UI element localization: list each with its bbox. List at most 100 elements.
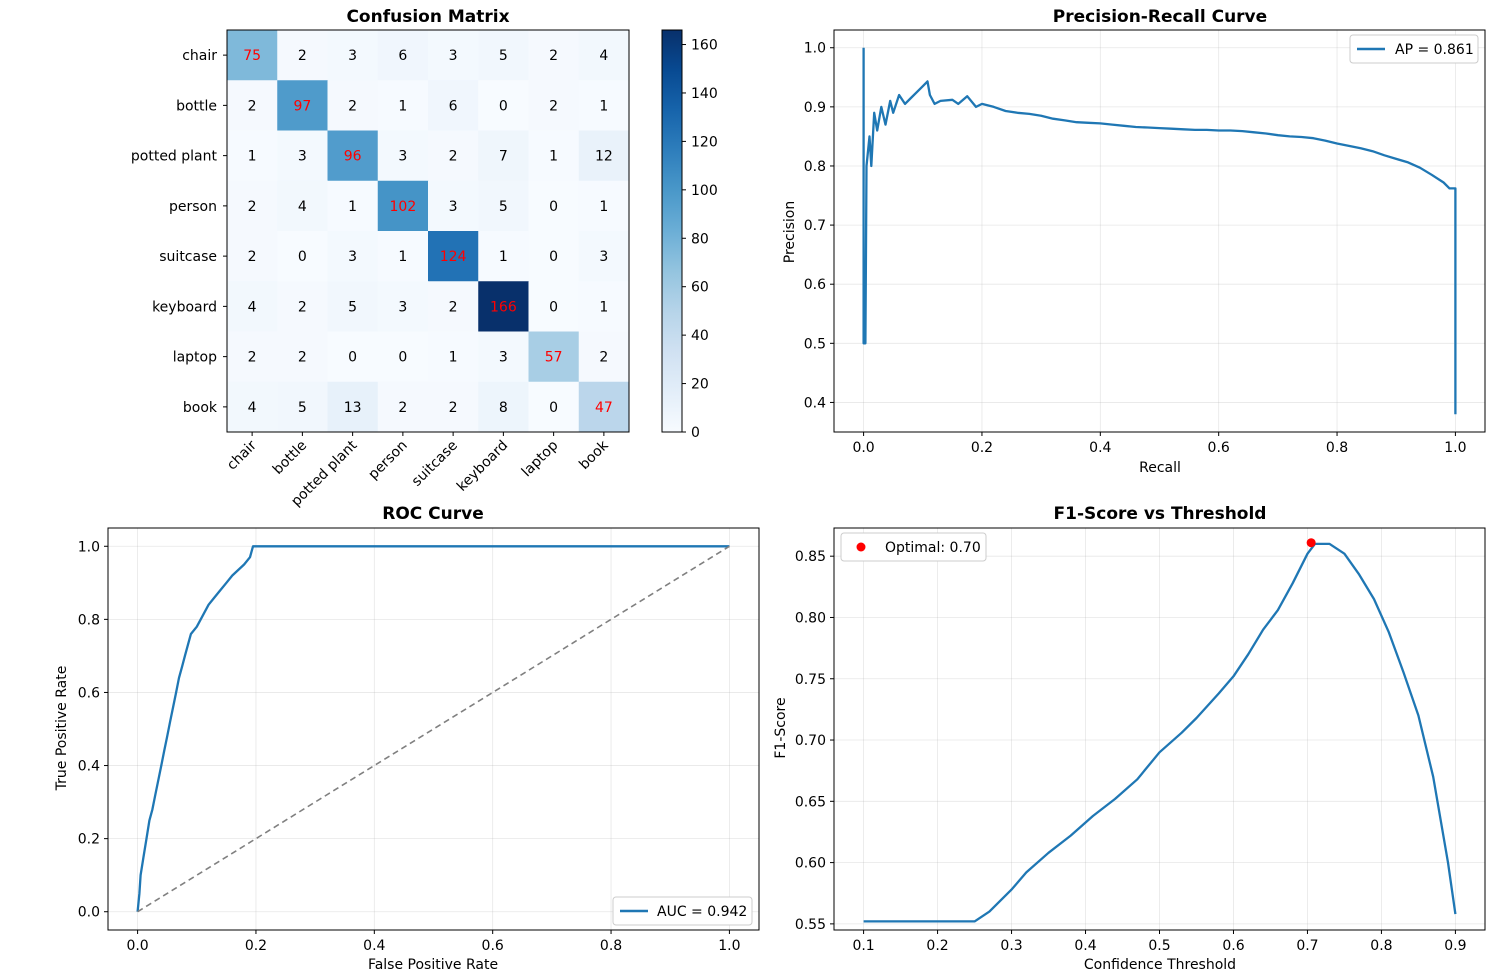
roc-series-line (136, 545, 730, 912)
matrix-cell-value: 7 (499, 149, 508, 165)
roc-x-axis-label: False Positive Rate (368, 957, 498, 973)
matrix-cell (528, 231, 580, 282)
x-tick-label: bottle (270, 438, 310, 478)
matrix-cell (478, 130, 529, 182)
colorbar-tick-label: 0 (691, 425, 700, 441)
f1-x-tick-label: 0.9 (1444, 938, 1466, 954)
pr-x-tick-label: 0.6 (1208, 440, 1230, 456)
x-tick-label: suitcase (409, 438, 461, 490)
matrix-cell (327, 130, 379, 182)
matrix-cell (227, 180, 278, 232)
matrix-cell (277, 231, 328, 282)
matrix-cell-value: 0 (298, 249, 307, 265)
matrix-cell (478, 281, 529, 332)
matrix-cell (528, 130, 580, 182)
pr-legend-label: AP = 0.861 (1395, 42, 1474, 58)
matrix-cell-value: 0 (549, 299, 558, 315)
y-tick-label: laptop (173, 350, 217, 366)
matrix-cell-value: 2 (248, 98, 257, 114)
f1-legend: Optimal: 0.70 (840, 532, 987, 562)
f1-x-tick-label: 0.3 (1000, 938, 1022, 954)
matrix-cell-value: 12 (595, 149, 613, 165)
matrix-cell-value: 4 (248, 400, 257, 416)
matrix-cell (277, 381, 328, 433)
matrix-cell-value: 5 (298, 400, 307, 416)
matrix-cell-value: 2 (348, 98, 357, 114)
matrix-cell (578, 130, 630, 182)
f1-y-tick-label: 0.85 (795, 549, 826, 565)
matrix-cell-value: 1 (549, 149, 558, 165)
f1-axes-frame (833, 527, 1486, 931)
matrix-cell-value: 1 (398, 249, 407, 265)
f1-legend-label: Optimal: 0.70 (885, 540, 981, 556)
matrix-cell (377, 180, 429, 232)
matrix-cell (277, 281, 328, 332)
confusion-matrix-panel: Confusion Matrix 75 2 3 6 3 5 2 42 97 2 1 6 0 2 11 3 96 3… (131, 7, 718, 510)
f1-x-tick-label: 0.4 (1074, 938, 1096, 954)
matrix-cell-value: 2 (248, 249, 257, 265)
matrix-cell-value: 2 (298, 48, 307, 64)
matrix-cell (327, 231, 379, 282)
pr-legend: AP = 0.861 (1349, 34, 1479, 64)
x-tick-label: person (365, 438, 410, 483)
matrix-cell (478, 231, 529, 282)
matrix-cell-value: 102 (390, 199, 417, 215)
matrix-cell (277, 30, 328, 81)
matrix-cell (277, 80, 328, 131)
matrix-cell (377, 381, 429, 433)
matrix-cell-value: 6 (398, 48, 407, 64)
pr-y-tick-label: 0.8 (804, 159, 826, 175)
matrix-cell-value: 2 (298, 299, 307, 315)
matrix-cell-value: 3 (348, 249, 357, 265)
matrix-cell (327, 80, 379, 131)
roc-y-tick-label: 0.2 (78, 832, 100, 848)
matrix-cell (478, 180, 529, 232)
roc-y-axis-label: True Positive Rate (54, 666, 70, 792)
f1-y-tick-label: 0.80 (795, 610, 826, 626)
pr-y-tick-label: 0.6 (804, 277, 826, 293)
matrix-cell-value: 3 (348, 48, 357, 64)
matrix-cell-value: 3 (449, 48, 458, 64)
confusion-matrix-title: Confusion Matrix (346, 7, 509, 27)
matrix-cell-value: 2 (449, 149, 458, 165)
pr-x-tick-label: 0.4 (1089, 440, 1111, 456)
roc-axes-frame (107, 527, 760, 931)
colorbar-bar (661, 29, 683, 433)
pr-axes-frame (833, 29, 1486, 433)
matrix-cell-value: 1 (398, 98, 407, 114)
matrix-cell-value: 4 (298, 199, 307, 215)
f1-optimal-marker (1306, 538, 1316, 548)
pr-legend-box (1349, 34, 1479, 64)
f1-y-tick-label: 0.55 (795, 917, 826, 933)
matrix-cell (578, 180, 630, 232)
pr-x-tick-label: 0.0 (852, 440, 874, 456)
matrix-cell (528, 331, 580, 383)
x-tick-label: book (576, 437, 612, 473)
f1-y-tick-label: 0.70 (795, 733, 826, 749)
pr-y-tick-label: 0.5 (804, 336, 826, 352)
f1-title: F1-Score vs Threshold (1054, 504, 1267, 524)
pr-x-axis-label: Recall (1139, 460, 1181, 476)
roc-x-tick-label: 1.0 (718, 938, 740, 954)
f1-x-tick-label: 0.5 (1148, 938, 1170, 954)
matrix-cell (578, 381, 630, 433)
matrix-cell (578, 80, 630, 131)
matrix-cell (327, 180, 379, 232)
matrix-cell (277, 130, 328, 182)
roc-curve-title: ROC Curve (382, 504, 484, 524)
matrix-cell (528, 381, 580, 433)
matrix-cell (227, 30, 278, 81)
matrix-cell-value: 0 (549, 249, 558, 265)
y-tick-label: potted plant (131, 149, 218, 165)
matrix-cell (377, 130, 429, 182)
matrix-cell (377, 331, 429, 383)
f1-x-tick-label: 0.2 (926, 938, 948, 954)
roc-x-tick-label: 0.0 (126, 938, 148, 954)
f1-x-tick-label: 0.7 (1296, 938, 1318, 954)
x-tick-label: laptop (519, 437, 562, 480)
matrix-cell-value: 0 (348, 350, 357, 366)
y-tick-label: book (183, 400, 218, 416)
matrix-cell (578, 231, 630, 282)
matrix-cell-value: 1 (449, 350, 458, 366)
